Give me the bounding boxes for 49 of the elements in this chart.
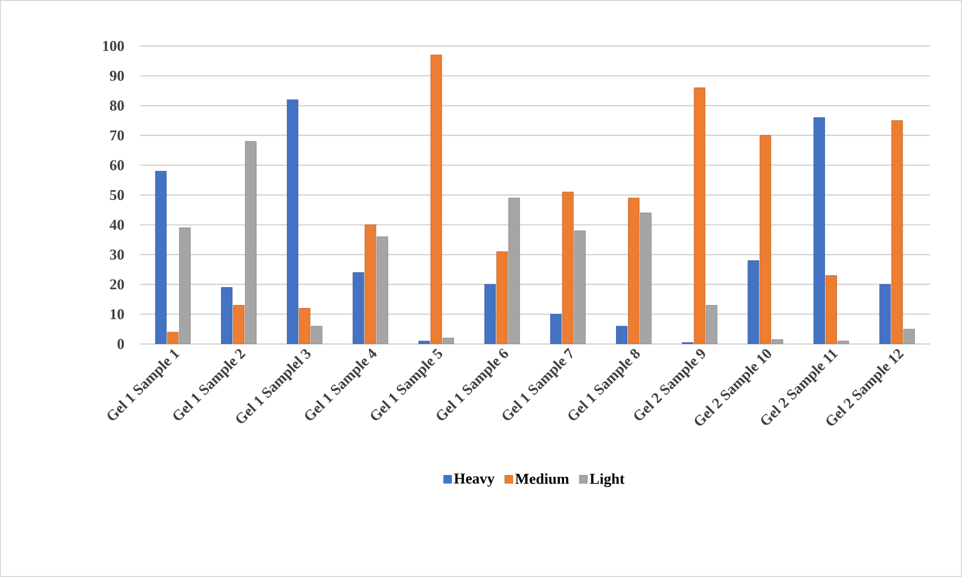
bar bbox=[496, 251, 508, 344]
y-tick-label: 80 bbox=[110, 100, 124, 111]
bar bbox=[628, 198, 640, 344]
legend-label: Light bbox=[590, 473, 625, 488]
legend-label: Heavy bbox=[454, 474, 494, 487]
bar bbox=[233, 305, 244, 344]
y-tick-label: 40 bbox=[110, 220, 124, 230]
bar bbox=[442, 338, 454, 344]
bar bbox=[155, 170, 167, 344]
y-tick-label: 60 bbox=[110, 160, 124, 170]
y-tick-label: 10 bbox=[110, 309, 124, 320]
bar bbox=[245, 141, 256, 344]
y-tick-label: 30 bbox=[110, 250, 124, 260]
bar bbox=[772, 339, 784, 344]
bar bbox=[903, 328, 915, 344]
y-tick-label: 90 bbox=[110, 70, 124, 81]
bar bbox=[550, 314, 562, 344]
bar bbox=[418, 340, 430, 344]
bar bbox=[352, 272, 364, 344]
legend-label: Medium bbox=[515, 473, 569, 484]
bar bbox=[310, 326, 322, 344]
bar bbox=[706, 305, 718, 344]
bar bbox=[826, 275, 837, 344]
bar bbox=[364, 224, 376, 344]
bar bbox=[286, 99, 298, 344]
bar bbox=[838, 340, 849, 344]
bar bbox=[814, 117, 825, 344]
y-tick-label: 20 bbox=[110, 279, 124, 290]
bar bbox=[298, 308, 310, 344]
bar bbox=[179, 228, 191, 344]
bar bbox=[694, 88, 706, 344]
bar bbox=[891, 120, 903, 344]
bar bbox=[879, 284, 891, 344]
y-tick-label: 0 bbox=[118, 338, 124, 350]
bar bbox=[430, 54, 442, 344]
y-tick-label: 50 bbox=[110, 190, 124, 200]
bar bbox=[562, 192, 574, 344]
y-tick-label: 100 bbox=[103, 40, 124, 52]
y-tick-label: 70 bbox=[110, 130, 124, 140]
bar bbox=[508, 198, 520, 344]
bar bbox=[640, 212, 652, 344]
bar bbox=[376, 236, 388, 344]
bar bbox=[574, 230, 586, 344]
bar bbox=[748, 260, 760, 344]
bar bbox=[616, 326, 628, 344]
bar bbox=[484, 284, 496, 344]
bar bbox=[221, 287, 232, 344]
bar bbox=[167, 332, 179, 344]
bar bbox=[760, 135, 772, 344]
